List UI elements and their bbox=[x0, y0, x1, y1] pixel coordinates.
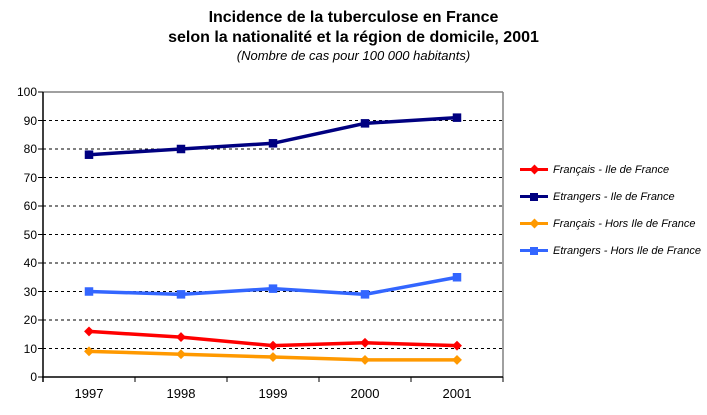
chart-title-line2: selon la nationalité et la région de dom… bbox=[168, 29, 539, 46]
y-axis-tick-label: 70 bbox=[23, 170, 37, 185]
chart-subtitle: (Nombre de cas pour 100 000 habitants) bbox=[236, 48, 471, 63]
y-axis-tick-label: 80 bbox=[23, 142, 37, 156]
data-point-marker bbox=[84, 346, 94, 357]
x-axis-tick-label: 1999 bbox=[258, 386, 288, 401]
legend-series-swatch-icon bbox=[520, 218, 548, 229]
legend-marker-icon bbox=[529, 164, 539, 175]
data-point-marker bbox=[176, 144, 186, 154]
data-point-marker bbox=[452, 354, 462, 365]
chart-title: Incidence de la tuberculose en France se… bbox=[0, 8, 707, 64]
x-axis-tick-label: 2001 bbox=[442, 386, 472, 401]
data-point-marker bbox=[360, 119, 370, 128]
y-axis-tick-label: 50 bbox=[23, 227, 37, 242]
legend-series-swatch-icon bbox=[520, 191, 548, 202]
y-axis-tick-label: 40 bbox=[23, 256, 37, 270]
legend-series-swatch-icon bbox=[520, 245, 548, 256]
data-point-marker bbox=[84, 150, 94, 159]
legend-label: Français - Ile de France bbox=[553, 163, 670, 176]
data-point-marker bbox=[360, 337, 370, 348]
series-3 bbox=[84, 273, 462, 299]
x-axis-tick-label: 1998 bbox=[166, 386, 196, 401]
legend-marker-icon bbox=[530, 192, 538, 201]
data-point-marker bbox=[176, 332, 186, 343]
legend-marker-icon bbox=[530, 246, 538, 255]
series-0 bbox=[84, 326, 462, 351]
y-axis-tick-label: 10 bbox=[23, 341, 37, 356]
chart-title-line1: Incidence de la tuberculose en France bbox=[208, 9, 499, 26]
y-axis-tick-label: 100 bbox=[16, 85, 37, 99]
series-2 bbox=[84, 346, 462, 365]
data-point-marker bbox=[452, 340, 462, 351]
data-point-marker bbox=[268, 340, 278, 351]
legend-item: Etrangers - Ile de France bbox=[520, 183, 701, 210]
data-point-marker bbox=[176, 349, 186, 360]
data-point-marker bbox=[268, 284, 278, 293]
y-axis-tick-label: 60 bbox=[23, 199, 37, 213]
data-point-marker bbox=[360, 354, 370, 365]
legend-item: Etrangers - Hors Ile de France bbox=[520, 237, 701, 264]
y-axis-tick-label: 20 bbox=[23, 313, 37, 327]
legend: Français - Ile de France Etrangers - Ile… bbox=[520, 156, 701, 264]
y-axis-tick-label: 90 bbox=[23, 113, 37, 128]
x-axis-tick-label: 2000 bbox=[350, 386, 380, 401]
legend-label: Etrangers - Ile de France bbox=[553, 190, 675, 203]
data-point-marker bbox=[452, 113, 462, 122]
data-point-marker bbox=[452, 273, 462, 282]
data-point-marker bbox=[176, 290, 186, 299]
y-axis-tick-label: 30 bbox=[23, 284, 37, 299]
y-axis-tick-label: 0 bbox=[30, 370, 37, 384]
legend-item: Français - Hors Ile de France bbox=[520, 210, 701, 237]
legend-item: Français - Ile de France bbox=[520, 156, 701, 183]
series-1 bbox=[84, 113, 462, 159]
legend-marker-icon bbox=[529, 218, 539, 229]
data-point-marker bbox=[268, 352, 278, 362]
data-point-marker bbox=[84, 287, 94, 296]
data-point-marker bbox=[268, 139, 278, 148]
data-point-marker bbox=[360, 290, 370, 299]
legend-series-swatch-icon bbox=[520, 164, 548, 175]
data-point-marker bbox=[84, 326, 94, 337]
legend-label: Français - Hors Ile de France bbox=[553, 217, 696, 230]
legend-label: Etrangers - Hors Ile de France bbox=[553, 244, 701, 257]
x-axis-tick-label: 1997 bbox=[74, 386, 104, 401]
